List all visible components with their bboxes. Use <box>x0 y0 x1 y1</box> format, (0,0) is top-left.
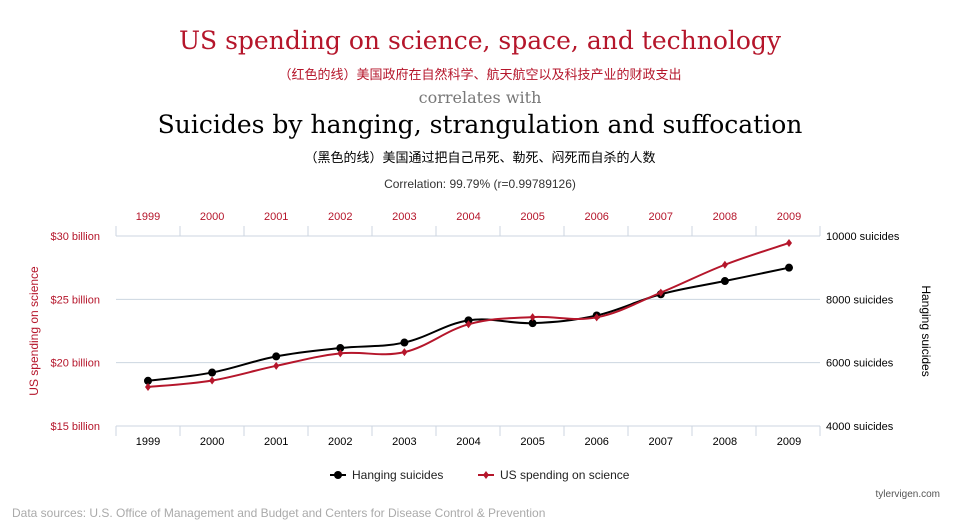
data-point <box>208 368 217 377</box>
x-tick-label: 2006 <box>584 436 608 448</box>
data-point <box>209 376 216 385</box>
x-tick-label-top: 2007 <box>649 211 673 223</box>
y-tick-label-left: $15 billion <box>50 421 100 433</box>
data-point <box>657 288 664 297</box>
data-point <box>528 319 537 328</box>
data-point <box>465 320 472 329</box>
x-tick-label: 2005 <box>520 436 544 448</box>
y-axis-label-left: US spending on science <box>27 266 41 396</box>
x-tick-label: 2008 <box>713 436 737 448</box>
x-tick-label: 2003 <box>392 436 416 448</box>
x-tick-label-top: 2001 <box>264 211 288 223</box>
x-tick-label-top: 1999 <box>136 211 160 223</box>
x-tick-label-top: 2002 <box>328 211 352 223</box>
data-point <box>593 313 600 322</box>
data-point <box>272 352 281 361</box>
y-tick-label-left: $30 billion <box>50 231 100 243</box>
y-axis-label-right: Hanging suicides <box>919 285 933 376</box>
data-point <box>720 277 729 286</box>
x-tick-label: 2007 <box>649 436 673 448</box>
site-credit: tylervigen.com <box>875 489 940 500</box>
chart-title-cn: （红色的线）美国政府在自然科学、航天航空以及科技产业的财政支出 <box>278 67 682 82</box>
data-point <box>721 260 728 269</box>
data-point <box>786 238 792 247</box>
x-tick-label-top: 2003 <box>392 211 416 223</box>
x-tick-label-top: 2006 <box>584 211 608 223</box>
legend-label: Hanging suicides <box>352 468 443 482</box>
legend-label: US spending on science <box>500 468 630 482</box>
legend-marker <box>334 471 342 479</box>
chart-title-2: Suicides by hanging, strangulation and s… <box>157 110 803 139</box>
y-tick-label-right: 8000 suicides <box>826 294 894 306</box>
y-tick-label-right: 4000 suicides <box>826 421 894 433</box>
data-point <box>337 349 344 358</box>
legend-marker <box>483 471 489 479</box>
x-tick-label-top: 2008 <box>713 211 737 223</box>
y-tick-label-right: 10000 suicides <box>826 231 900 243</box>
y-tick-label-right: 6000 suicides <box>826 358 894 370</box>
x-tick-label-top: 2004 <box>456 211 480 223</box>
x-tick-label-top: 2009 <box>777 211 801 223</box>
data-point <box>529 313 536 322</box>
chart-title: US spending on science, space, and techn… <box>178 26 782 55</box>
x-tick-label: 2009 <box>777 436 801 448</box>
data-point <box>273 361 280 370</box>
data-point <box>144 376 152 385</box>
data-point <box>785 263 793 272</box>
correlates-label: correlates with <box>418 88 542 107</box>
data-point <box>401 348 408 357</box>
y-tick-label-left: $20 billion <box>50 358 100 370</box>
data-point <box>145 382 151 391</box>
x-tick-label-top: 2005 <box>520 211 544 223</box>
x-tick-label: 2004 <box>456 436 480 448</box>
chart-title-2-cn: （黑色的线）美国通过把自己吊死、勒死、闷死而自杀的人数 <box>304 150 656 165</box>
correlation-text: Correlation: 99.79% (r=0.99789126) <box>384 177 576 191</box>
x-tick-label: 2000 <box>200 436 224 448</box>
data-point <box>336 344 345 353</box>
y-tick-label-left: $25 billion <box>50 294 100 306</box>
x-tick-label-top: 2000 <box>200 211 224 223</box>
x-tick-label: 2001 <box>264 436 288 448</box>
x-tick-label: 1999 <box>136 436 160 448</box>
data-point <box>400 338 409 347</box>
x-tick-label: 2002 <box>328 436 352 448</box>
data-sources: Data sources: U.S. Office of Management … <box>12 506 546 520</box>
